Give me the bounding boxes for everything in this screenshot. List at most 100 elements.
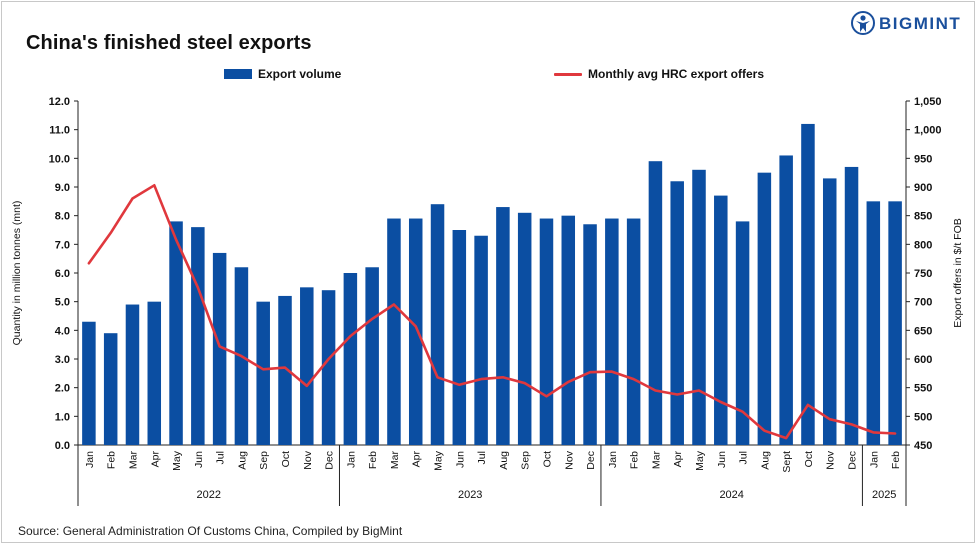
bar — [648, 161, 663, 445]
year-label: 2025 — [872, 489, 896, 501]
x-tick-label: Jan — [345, 451, 357, 468]
bar — [692, 169, 706, 446]
x-tick-label: Apr — [411, 451, 423, 468]
x-tick-label: Jun — [716, 451, 728, 468]
x-tick-label: Dec — [585, 451, 597, 470]
x-tick-label: May — [433, 450, 445, 471]
bar — [605, 218, 619, 445]
bar — [474, 235, 488, 445]
y-tick-label: 5.0 — [55, 297, 70, 309]
x-tick-label: Oct — [803, 451, 815, 467]
y-axis-title: Quantity in million tonnes (mnt) — [11, 201, 23, 346]
x-tick-label: May — [171, 450, 183, 471]
bar — [300, 287, 314, 445]
x-tick-label: Apr — [149, 451, 161, 468]
x-tick-label: Oct — [541, 451, 553, 467]
x-tick-label: Jan — [607, 451, 619, 468]
bar — [321, 290, 336, 445]
x-tick-label: Feb — [106, 451, 118, 469]
bar — [212, 252, 227, 445]
bar — [517, 212, 532, 445]
legend-item-export-volume: Export volume — [224, 67, 341, 81]
y2-tick-label: 600 — [914, 354, 932, 366]
y-tick-label: 1.0 — [55, 411, 70, 423]
x-tick-label: Jun — [193, 451, 205, 468]
bar — [125, 304, 140, 445]
y2-tick-label: 800 — [914, 239, 932, 251]
bar — [866, 201, 881, 445]
bar — [714, 195, 728, 445]
x-tick-label: Jul — [476, 451, 488, 464]
bar — [430, 204, 445, 445]
bar — [169, 221, 183, 445]
x-tick-label: Jul — [738, 451, 750, 464]
bar — [147, 301, 162, 445]
y2-tick-label: 1,000 — [914, 125, 942, 137]
x-tick-label: Nov — [302, 450, 314, 469]
x-tick-label: Aug — [498, 451, 510, 470]
bar — [191, 227, 205, 445]
x-tick-label: Mar — [127, 451, 139, 470]
y-tick-label: 0.0 — [55, 440, 70, 452]
bar — [735, 221, 750, 445]
x-tick-label: May — [694, 450, 706, 471]
bar — [82, 321, 96, 445]
bar — [844, 166, 859, 445]
x-tick-label: Jun — [454, 451, 466, 468]
bar — [779, 155, 793, 445]
bar — [387, 218, 401, 445]
year-label: 2023 — [458, 489, 482, 501]
x-tick-label: Jan — [868, 451, 880, 468]
x-tick-label: Nov — [825, 450, 837, 469]
bar — [626, 218, 641, 445]
bar — [539, 218, 554, 445]
y-tick-label: 7.0 — [55, 239, 70, 251]
x-tick-label: Apr — [672, 451, 684, 468]
x-tick-label: Sep — [520, 451, 532, 470]
bar — [561, 215, 576, 445]
y2-tick-label: 950 — [914, 153, 932, 165]
y-tick-label: 8.0 — [55, 211, 70, 223]
y-tick-label: 4.0 — [55, 325, 70, 337]
bar — [496, 207, 510, 445]
year-label: 2022 — [196, 489, 220, 501]
y2-tick-label: 1,050 — [914, 96, 942, 108]
x-tick-label: Nov — [563, 450, 575, 469]
legend-bar-swatch — [224, 69, 252, 79]
legend-item-hrc-offers: Monthly avg HRC export offers — [554, 67, 764, 81]
chart-title: China's finished steel exports — [26, 32, 312, 54]
x-tick-label: Sep — [258, 451, 270, 470]
y2-tick-label: 850 — [914, 211, 932, 223]
y2-tick-label: 650 — [914, 325, 932, 337]
y-tick-label: 9.0 — [55, 182, 70, 194]
brand-person-icon — [851, 11, 875, 35]
bar — [583, 224, 597, 445]
x-tick-label: Aug — [759, 451, 771, 470]
x-tick-label: Mar — [650, 451, 662, 470]
source-note: Source: General Administration Of Custom… — [18, 524, 403, 538]
bar — [103, 333, 118, 445]
x-tick-label: Sept — [781, 451, 793, 473]
y2-tick-label: 550 — [914, 383, 932, 395]
y-tick-label: 2.0 — [55, 383, 70, 395]
x-tick-label: Dec — [324, 451, 336, 470]
x-tick-label: Oct — [280, 451, 292, 467]
x-tick-label: Aug — [236, 451, 248, 470]
bar — [343, 273, 358, 445]
bar — [256, 301, 270, 445]
y-tick-label: 6.0 — [55, 268, 70, 280]
y2-tick-label: 700 — [914, 297, 932, 309]
bar — [822, 178, 837, 445]
x-tick-label: Jul — [215, 451, 227, 464]
y2-tick-label: 900 — [914, 182, 932, 194]
x-tick-label: Jan — [84, 451, 96, 468]
bar — [801, 123, 815, 445]
y-tick-label: 12.0 — [49, 96, 70, 108]
bar — [888, 201, 902, 445]
brand-name: BIGMINT — [879, 14, 962, 33]
hrc-offer-line — [87, 184, 897, 440]
year-label: 2024 — [719, 489, 743, 501]
bar — [365, 267, 379, 445]
y2-tick-label: 750 — [914, 268, 932, 280]
